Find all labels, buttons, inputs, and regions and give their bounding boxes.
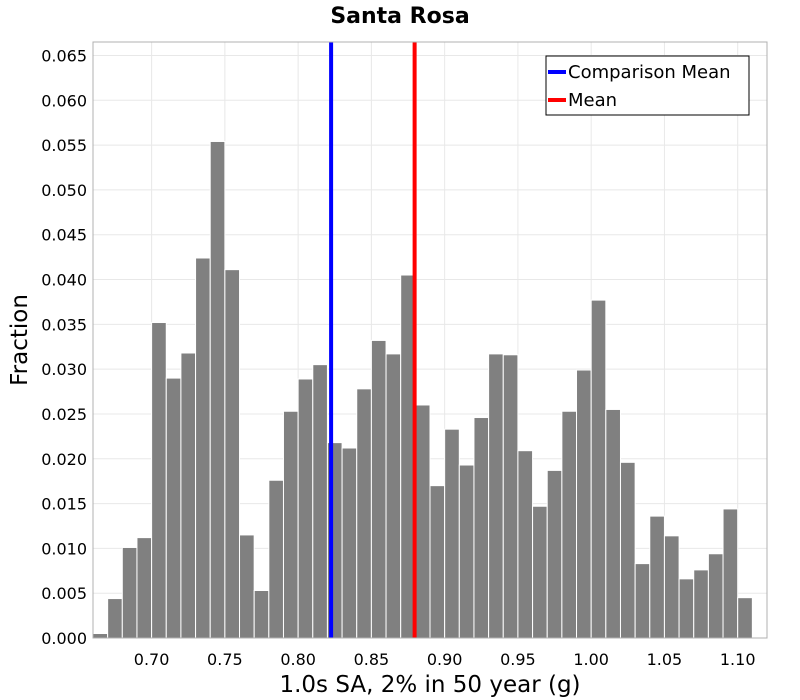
plot-frame xyxy=(92,41,768,639)
histogram-bar xyxy=(297,378,314,639)
y-tick-label: 0.015 xyxy=(41,495,87,514)
histogram-bar xyxy=(663,535,680,639)
histogram-bar xyxy=(268,479,284,639)
histogram-bar xyxy=(341,447,358,639)
histogram-bar xyxy=(92,633,109,639)
x-tick-label: 0.75 xyxy=(207,650,243,669)
histogram-bar xyxy=(414,404,431,639)
histogram-bar xyxy=(136,537,153,639)
histogram-bar xyxy=(707,553,724,639)
y-tick-label: 0.055 xyxy=(41,136,87,155)
y-tick-label: 0.035 xyxy=(41,315,87,334)
histogram-bar xyxy=(370,339,387,639)
histogram-bar xyxy=(576,369,592,639)
x-tick-label: 1.05 xyxy=(647,650,683,669)
histogram-bar xyxy=(356,388,372,639)
mean-lines-layer xyxy=(329,42,417,638)
x-tick-label: 1.10 xyxy=(720,650,756,669)
x-tick-label: 0.95 xyxy=(500,650,536,669)
y-tick-label: 0.030 xyxy=(41,360,87,379)
histogram-bar xyxy=(517,450,534,639)
y-tick-label: 0.010 xyxy=(41,539,87,558)
x-axis-label: 1.0s SA, 2% in 50 year (g) xyxy=(279,672,580,698)
histogram-bar xyxy=(473,417,490,639)
histogram-bar xyxy=(561,410,578,639)
histogram-bar xyxy=(488,353,504,639)
y-tick-label: 0.060 xyxy=(41,91,87,110)
histogram-bar xyxy=(605,408,621,639)
histogram-bar xyxy=(312,364,328,639)
bars-layer xyxy=(92,140,753,639)
y-tick-label: 0.045 xyxy=(41,226,87,245)
histogram-bar xyxy=(678,578,695,639)
histogram-bar xyxy=(180,352,197,639)
x-tick-label: 0.85 xyxy=(354,650,390,669)
histogram-bar xyxy=(532,505,548,639)
y-tick-label: 0.050 xyxy=(41,181,87,200)
histogram-bar xyxy=(209,140,226,639)
histogram-bar xyxy=(282,410,299,639)
histogram-bar xyxy=(693,569,709,639)
histogram-bar xyxy=(385,353,402,639)
histogram-bar xyxy=(634,563,651,639)
y-tick-label: 0.020 xyxy=(41,450,87,469)
histogram-bar xyxy=(165,377,182,639)
histogram-bar xyxy=(737,597,753,639)
chart-title: Santa Rosa xyxy=(330,4,469,29)
x-tick-label: 0.70 xyxy=(134,650,170,669)
legend: Comparison Mean Mean xyxy=(545,55,750,116)
x-tick-label: 1.00 xyxy=(573,650,609,669)
histogram-bar xyxy=(502,354,519,639)
y-tick-label: 0.025 xyxy=(41,405,87,424)
histogram-bar xyxy=(253,589,270,639)
histogram-bar xyxy=(107,598,123,639)
legend-box xyxy=(545,55,750,116)
histogram-bar xyxy=(722,508,739,639)
y-tick-label: 0.065 xyxy=(41,46,87,65)
histogram-bar xyxy=(546,469,563,639)
histogram-bar xyxy=(590,299,607,639)
y-tick-label: 0.040 xyxy=(41,271,87,290)
histogram-bar xyxy=(458,464,475,639)
histogram-bar xyxy=(195,257,211,639)
legend-label-comparison-mean: Comparison Mean xyxy=(568,62,731,83)
histogram-bar xyxy=(649,515,665,639)
histogram-bar xyxy=(121,546,138,639)
x-tick-label: 0.80 xyxy=(280,650,316,669)
y-tick-labels: 0.000 0.005 0.010 0.015 0.020 0.025 0.030 0.035… xyxy=(41,46,87,648)
x-tick-labels: 0.70 0.75 0.80 0.85 0.90 0.95 1.00 1.05 1.10 xyxy=(134,650,756,669)
histogram-bar xyxy=(444,428,460,639)
y-tick-label: 0.005 xyxy=(41,584,87,603)
histogram-bar xyxy=(429,485,446,639)
histogram-bar xyxy=(619,461,636,639)
histogram-bar xyxy=(224,269,241,639)
x-tick-label: 0.90 xyxy=(427,650,463,669)
histogram-bar xyxy=(151,322,167,639)
y-tick-label: 0.000 xyxy=(41,629,87,648)
legend-label-mean: Mean xyxy=(568,90,617,111)
y-axis-label: Fraction xyxy=(7,294,33,386)
histogram-bar xyxy=(239,534,255,639)
